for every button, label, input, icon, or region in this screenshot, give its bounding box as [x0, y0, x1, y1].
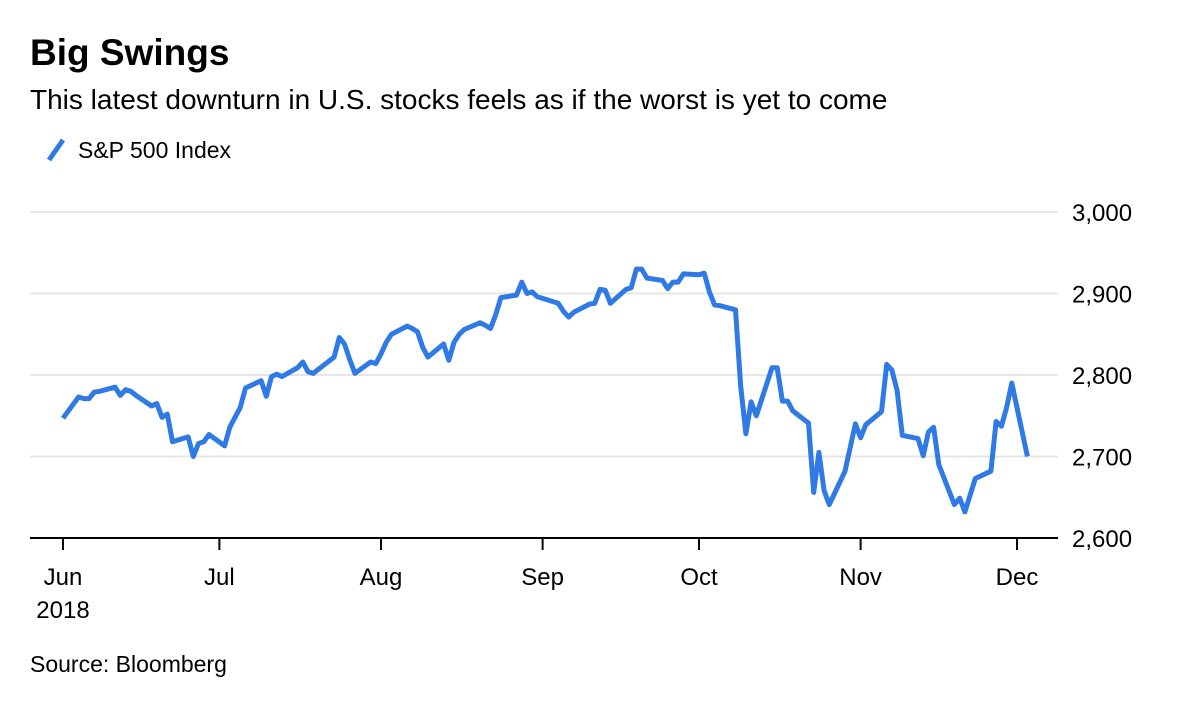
source-note: Source: Bloomberg: [30, 651, 227, 677]
legend-line-icon: [46, 137, 66, 163]
legend-label: S&P 500 Index: [78, 137, 232, 163]
x-tick-label: Jul: [204, 564, 235, 591]
chart-title: Big Swings: [30, 32, 230, 73]
y-tick-label: 3,000: [1072, 200, 1132, 227]
x-tick-label: Sep: [521, 564, 564, 591]
x-tick-label: Nov: [839, 564, 882, 591]
y-tick-label: 2,900: [1072, 282, 1132, 309]
x-tick-year-label: 2018: [36, 597, 89, 624]
y-tick-label: 2,600: [1072, 526, 1132, 553]
chart-subtitle: This latest downturn in U.S. stocks feel…: [30, 84, 888, 115]
x-tick-label: Oct: [680, 564, 718, 591]
x-tick-label: Jun: [44, 564, 83, 591]
series-line-sp500: [60, 266, 1030, 515]
x-tick-label: Aug: [360, 564, 403, 591]
y-tick-label: 2,800: [1072, 363, 1132, 390]
x-tick-label: Dec: [996, 564, 1039, 591]
chart-legend: S&P 500 Index: [46, 134, 231, 166]
y-tick-label: 2,700: [1072, 445, 1132, 472]
